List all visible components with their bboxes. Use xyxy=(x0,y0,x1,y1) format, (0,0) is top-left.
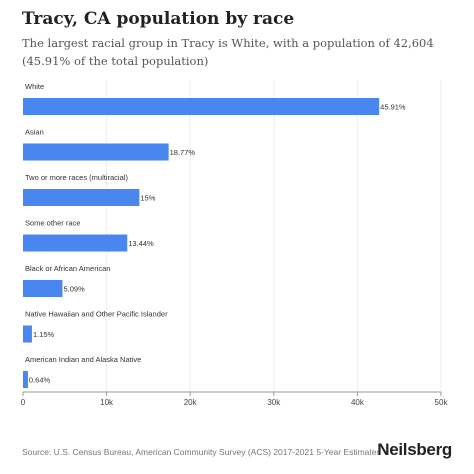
bar xyxy=(23,189,140,206)
data-label: 15% xyxy=(140,194,155,203)
bar xyxy=(23,325,32,343)
x-tick-label: 0 xyxy=(21,398,26,407)
bar xyxy=(23,234,128,252)
category-label: American Indian and Alaska Native xyxy=(25,355,141,364)
bar xyxy=(23,371,28,388)
category-label: Some other race xyxy=(25,219,80,228)
data-label: 1.15% xyxy=(33,330,55,339)
data-label: 5.09% xyxy=(63,285,85,294)
source-note: Source: U.S. Census Bureau, American Com… xyxy=(22,447,381,457)
category-label: White xyxy=(25,82,44,91)
x-tick-label: 50k xyxy=(435,398,449,407)
x-tick-label: 40k xyxy=(351,398,365,407)
bar xyxy=(23,98,380,115)
x-tick-label: 10k xyxy=(100,398,114,407)
chart-subtitle: The largest racial group in Tracy is Whi… xyxy=(22,36,434,68)
brand-logo: Neilsberg xyxy=(377,440,452,459)
data-label: 13.44% xyxy=(128,239,154,248)
bar xyxy=(23,143,169,161)
data-label: 0.64% xyxy=(29,376,51,385)
data-label: 18.77% xyxy=(170,148,196,157)
category-label: Black or African American xyxy=(25,264,110,273)
category-label: Two or more races (multiracial) xyxy=(25,173,128,182)
data-label: 45.91% xyxy=(380,103,406,112)
bar xyxy=(23,280,63,297)
category-label: Asian xyxy=(25,128,44,137)
chart-title: Tracy, CA population by race xyxy=(22,9,295,29)
x-tick-label: 20k xyxy=(184,398,198,407)
category-label: Native Hawaiian and Other Pacific Island… xyxy=(25,310,168,319)
x-tick-label: 30k xyxy=(267,398,281,407)
